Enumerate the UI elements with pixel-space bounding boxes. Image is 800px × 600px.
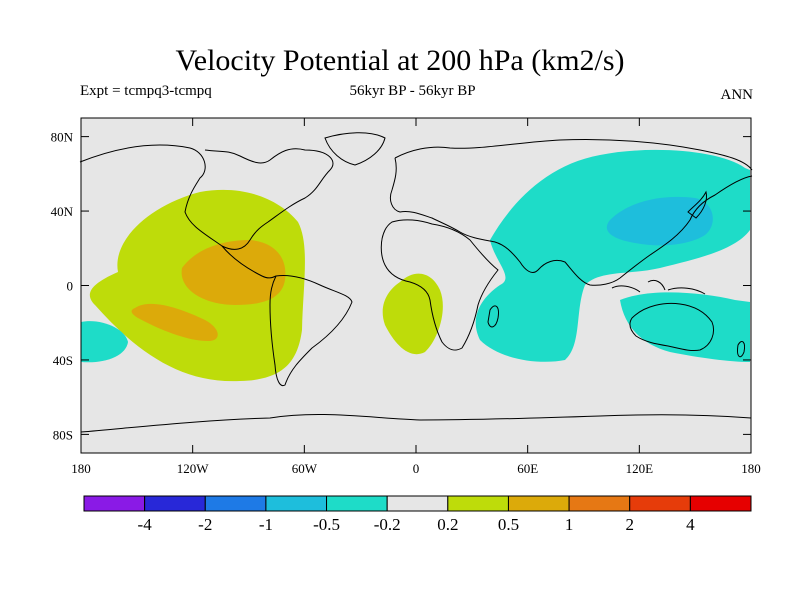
lon-tick-label: 180 <box>71 461 91 476</box>
period-label: 56kyr BP - 56kyr BP <box>349 83 476 99</box>
coast-south-america <box>269 275 353 387</box>
coast-antarctica <box>80 414 752 433</box>
colorbar-swatch <box>507 495 570 512</box>
lon-tick-label: 120E <box>626 461 654 476</box>
colorbar-label: 0.5 <box>498 515 519 534</box>
coast-australia <box>629 302 714 351</box>
coast-maritime-continent <box>611 279 706 295</box>
colorbar-swatch <box>689 495 752 512</box>
colorbar-swatch <box>447 495 509 512</box>
axis-ticks: 80N 40N 0 40S 80S 180 120W 60W 0 60E 120E 180 <box>51 118 761 476</box>
coast-north-america <box>79 144 334 250</box>
lon-tick-label: 120W <box>177 461 210 476</box>
colorbar-label: -4 <box>138 515 153 534</box>
lat-tick-label: 80S <box>53 427 73 442</box>
colorbar-swatch <box>386 495 449 512</box>
colorbar-swatch <box>204 495 267 512</box>
colorbar-label: 1 <box>565 515 574 534</box>
coast-madagascar <box>487 305 499 328</box>
colorbar-swatch <box>326 495 388 512</box>
lon-tick-label: 60W <box>292 461 318 476</box>
experiment-label: Expt = tcmpq3-tcmpq <box>80 83 212 99</box>
colorbar-swatch <box>83 495 146 512</box>
contour-0_5-1-south-pacific <box>131 303 218 342</box>
colorbar-label: -2 <box>198 515 212 534</box>
lon-tick-label: 60E <box>517 461 538 476</box>
colorbar: -4 -2 -1 -0.5 -0.2 0.2 0.5 1 2 4 <box>83 495 752 534</box>
lat-tick-label: 0 <box>67 279 74 294</box>
plot-title: Velocity Potential at 200 hPa (km2/s) <box>175 44 625 77</box>
colorbar-swatch <box>144 495 206 512</box>
coast-greenland <box>324 132 386 166</box>
contour-negative-australia <box>620 292 750 362</box>
coast-new-zealand <box>737 341 745 358</box>
lat-tick-label: 40N <box>51 204 74 219</box>
colorbar-label: 4 <box>686 515 695 534</box>
coast-japan <box>687 190 707 219</box>
coast-central-america <box>221 245 277 279</box>
contour-negative-southwest-edge <box>81 321 128 363</box>
contour-0_5-1-americas <box>181 240 286 305</box>
contour-core-east-asia <box>606 196 713 246</box>
colorbar-label: -0.2 <box>374 515 401 534</box>
colorbar-swatch <box>568 495 631 512</box>
colorbar-label: -0.5 <box>313 515 340 534</box>
colorbar-swatch <box>629 495 691 512</box>
lon-tick-label: 0 <box>413 461 420 476</box>
coast-eurasia <box>389 138 753 286</box>
colorbar-label: 0.2 <box>437 515 458 534</box>
colorbar-swatch <box>265 495 328 512</box>
lat-tick-label: 40S <box>53 353 73 368</box>
coast-africa <box>380 219 499 351</box>
lon-tick-label: 180 <box>741 461 761 476</box>
colorbar-label: -1 <box>259 515 273 534</box>
coastlines <box>79 132 753 433</box>
lat-tick-label: 80N <box>51 130 74 145</box>
colorbar-label: 2 <box>625 515 634 534</box>
season-label: ANN <box>720 87 754 103</box>
